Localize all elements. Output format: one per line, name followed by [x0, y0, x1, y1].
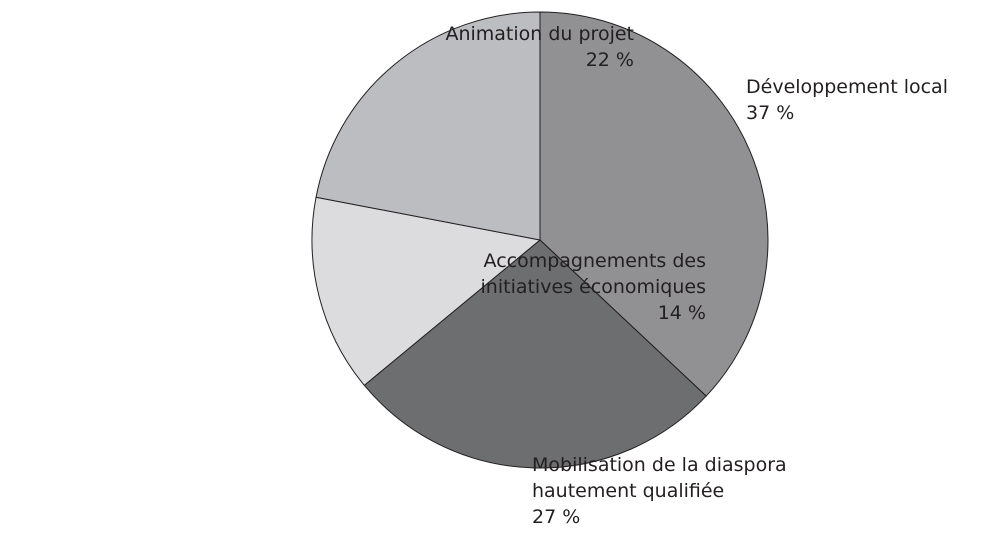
category-label: Accompagnements des initiatives économiq… — [480, 250, 706, 298]
value-label: 22 % — [585, 49, 634, 71]
category-label: Animation du projet — [445, 23, 634, 45]
slice-label: Développement local 37 % — [746, 74, 1002, 126]
pie-slice — [311, 196, 542, 387]
slice-label: Mobilisation de la diaspora hautement qu… — [532, 452, 852, 530]
value-label: 37 % — [746, 102, 795, 124]
pie-slice — [539, 11, 769, 397]
slice-label: Accompagnements des initiatives économiq… — [406, 248, 706, 326]
slice-label: Animation du projet 22 % — [374, 21, 634, 73]
pie-slice — [315, 11, 541, 241]
category-label: Développement local — [746, 76, 948, 98]
category-label: Mobilisation de la diaspora hautement qu… — [532, 454, 787, 502]
value-label: 14 % — [657, 302, 706, 324]
value-label: 27 % — [532, 506, 581, 528]
pie-slice — [363, 239, 707, 469]
